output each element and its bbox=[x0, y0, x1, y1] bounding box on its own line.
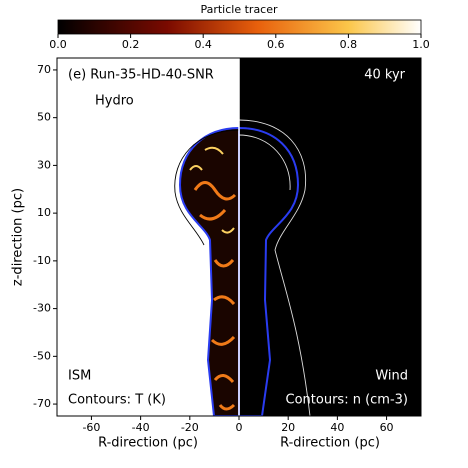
colorbar-tick-label: 0.2 bbox=[122, 38, 140, 51]
tracer-streaks bbox=[193, 181, 237, 411]
colorbar bbox=[57, 19, 422, 35]
y-tick-label: 30 bbox=[37, 158, 51, 171]
x-tick-label: 60 bbox=[380, 421, 394, 434]
x-axis-label: R-direction (pc) bbox=[280, 436, 380, 451]
annotation: Hydro bbox=[95, 94, 134, 109]
annotation: Contours: T (K) bbox=[68, 393, 166, 408]
colorbar-tick-label: 0.8 bbox=[340, 38, 358, 51]
y-tick-label: -10 bbox=[33, 254, 51, 267]
tracer-streaks bbox=[189, 146, 235, 234]
y-tick-label: 50 bbox=[37, 111, 51, 124]
x-tick-label: 40 bbox=[330, 421, 344, 434]
y-tick-label: -70 bbox=[33, 397, 51, 410]
x-axis-label: R-direction (pc) bbox=[98, 436, 198, 451]
plot-image bbox=[57, 58, 421, 416]
colorbar-tick-label: 0.4 bbox=[194, 38, 212, 51]
density-contours bbox=[238, 119, 311, 416]
colorbar-label: Particle tracer bbox=[200, 3, 278, 16]
annotation: Wind bbox=[375, 369, 408, 384]
y-tick-label: 70 bbox=[37, 63, 51, 76]
x-tick-label: -20 bbox=[181, 421, 199, 434]
x-tick-label: -40 bbox=[132, 421, 150, 434]
y-axis-label: z-direction (pc) bbox=[11, 188, 26, 286]
y-tick-label: 10 bbox=[37, 206, 51, 219]
y-tick-label: -30 bbox=[33, 302, 51, 315]
temperature-contours bbox=[174, 129, 240, 246]
colorbar-tick-label: 0.0 bbox=[49, 38, 67, 51]
annotation: (e) Run-35-HD-40-SNR bbox=[68, 68, 214, 83]
annotation: ISM bbox=[68, 369, 91, 384]
y-tick-label: -50 bbox=[33, 349, 51, 362]
plume-right bbox=[238, 126, 300, 416]
x-tick-label: 0 bbox=[236, 421, 243, 434]
colorbar-tick-label: 0.6 bbox=[267, 38, 285, 51]
colorbar-tick-label: 1.0 bbox=[412, 38, 430, 51]
annotation: 40 kyr bbox=[364, 68, 405, 83]
x-tick-label: -60 bbox=[82, 421, 100, 434]
annotation: Contours: n (cm-3) bbox=[286, 393, 408, 408]
x-tick-label: 20 bbox=[281, 421, 295, 434]
